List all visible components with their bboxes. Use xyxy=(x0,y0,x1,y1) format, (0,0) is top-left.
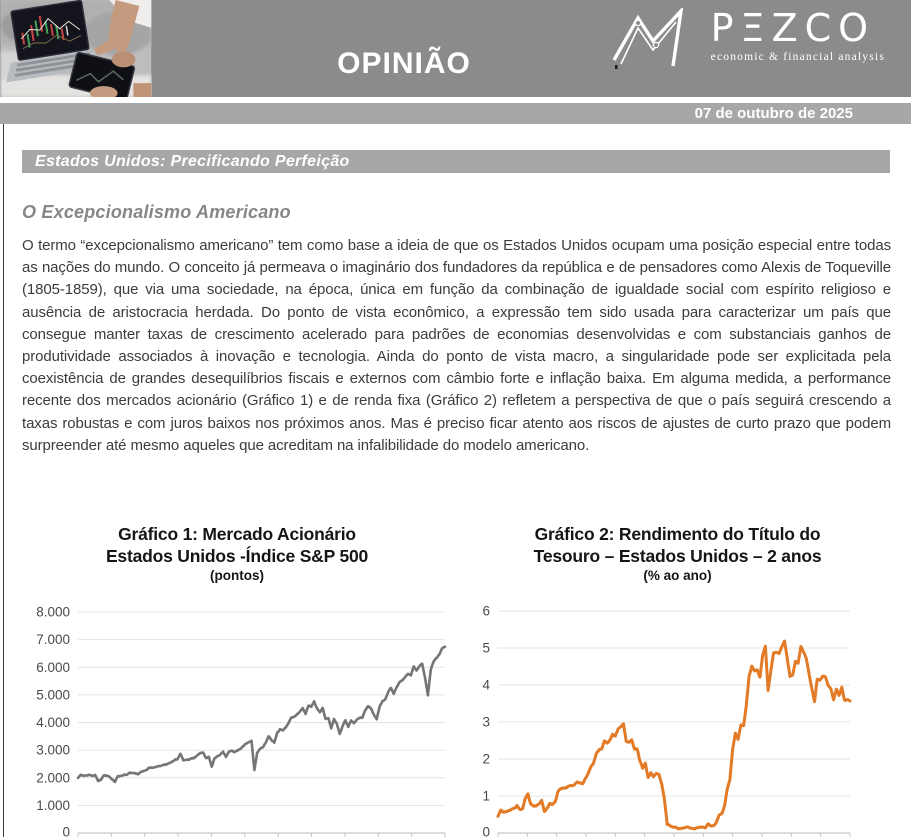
date-text: 07 de outubro de 2025 xyxy=(694,105,853,122)
chart-2-plot: 6 5 4 3 2 1 0 xyxy=(482,604,852,837)
page-title: OPINIÃO xyxy=(337,47,471,80)
chart-2-title: Gráfico 2: Rendimento do Título do Tesou… xyxy=(480,523,875,584)
svg-text:5: 5 xyxy=(482,641,490,656)
header: OPINIÃO PΞZCO economic & financial analy… xyxy=(0,0,911,97)
page-left-border xyxy=(3,124,4,837)
svg-text:2: 2 xyxy=(482,752,490,767)
headline-text: Estados Unidos: Precificando Perfeição xyxy=(35,153,350,170)
logo-zigzag-icon xyxy=(612,8,683,69)
header-photo xyxy=(0,0,152,97)
chart-1-subtitle: (pontos) xyxy=(210,568,264,583)
svg-text:2.000: 2.000 xyxy=(36,770,70,785)
holding-hand xyxy=(89,86,118,97)
svg-text:0: 0 xyxy=(62,825,70,837)
chart-1-title-line2: Estados Unidos -Índice S&P 500 xyxy=(105,546,369,566)
logo-text-block: PΞZCO economic & financial analysis xyxy=(711,6,885,63)
logo-wordmark: PΞZCO xyxy=(710,6,876,50)
chart-2-title-line1: Gráfico 2: Rendimento do Título do xyxy=(534,524,821,544)
body-paragraph: O termo “excepcionalismo americano” tem … xyxy=(22,237,891,454)
chart-2-title-line2: Tesouro – Estados Unidos – 2 anos xyxy=(533,546,822,566)
svg-text:7.000: 7.000 xyxy=(36,632,70,647)
candlestick-chart xyxy=(20,15,82,50)
svg-text:1.000: 1.000 xyxy=(36,798,70,813)
svg-text:6: 6 xyxy=(482,604,490,619)
svg-text:3: 3 xyxy=(482,715,490,730)
pezco-logo: PΞZCO economic & financial analysis xyxy=(609,6,885,70)
svg-text:4.000: 4.000 xyxy=(36,715,70,730)
svg-text:0: 0 xyxy=(482,825,490,837)
logo-mark-dot xyxy=(614,65,618,69)
headline-bar: Estados Unidos: Precificando Perfeição xyxy=(22,150,890,173)
svg-text:1: 1 xyxy=(482,789,490,804)
chart-1-title: Gráfico 1: Mercado Acionário Estados Uni… xyxy=(40,523,434,584)
svg-text:3.000: 3.000 xyxy=(36,743,70,758)
svg-text:6.000: 6.000 xyxy=(36,660,70,675)
logo-tagline: economic & financial analysis xyxy=(710,51,885,63)
svg-text:5.000: 5.000 xyxy=(36,687,70,702)
section-heading: O Excepcionalismo Americano xyxy=(22,202,291,222)
chart-2-subtitle: (% ao ano) xyxy=(643,568,712,583)
holding-arm xyxy=(133,83,152,97)
chart-1-plot: 8.000 7.000 6.000 5.000 4.000 3.000 2.000 1.000… xyxy=(36,605,447,837)
svg-text:4: 4 xyxy=(482,678,490,693)
svg-text:8.000: 8.000 xyxy=(36,605,70,620)
chart-1-title-line1: Gráfico 1: Mercado Acionário xyxy=(118,524,356,544)
pointing-hand xyxy=(93,0,140,68)
date-bar: 07 de outubro de 2025 xyxy=(0,103,911,124)
